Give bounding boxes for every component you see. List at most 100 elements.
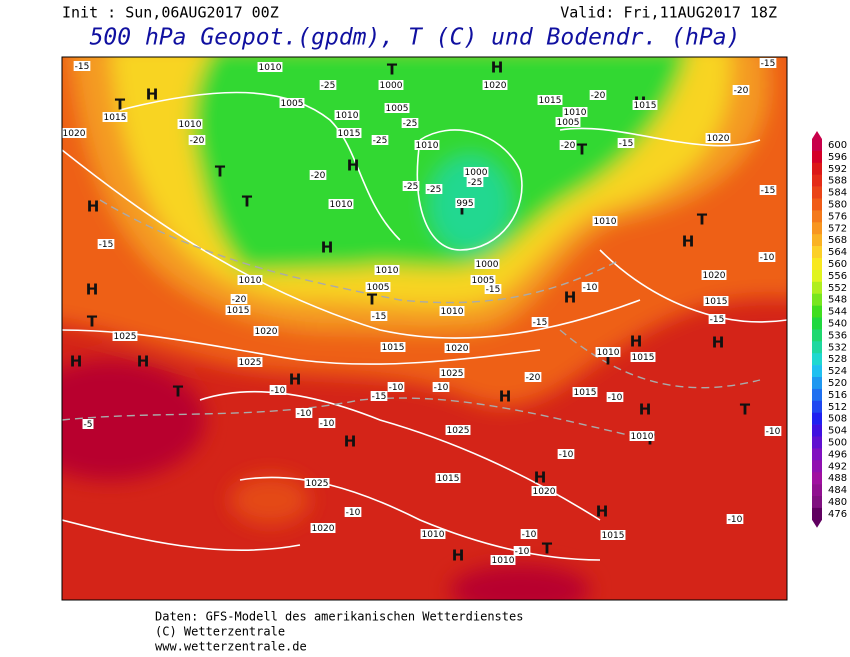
isotherm-label-box	[759, 58, 777, 68]
isotherm-label-box	[531, 317, 549, 327]
colorbar-label: 596	[828, 152, 847, 163]
isotherm-label-text: -15	[533, 318, 548, 328]
isobar-label-box	[537, 95, 563, 105]
colorbar-label: 524	[828, 366, 847, 377]
isobar-label: 1000	[463, 167, 489, 178]
isobar-label-box	[445, 425, 471, 435]
isotherm-label: -25	[401, 118, 419, 129]
isotherm-label-text: -10	[434, 383, 449, 393]
isotherm-label-box	[402, 181, 420, 191]
isotherm-label-text: -15	[75, 62, 90, 72]
isobar-label-text: 1010	[422, 530, 445, 540]
isobar-label: 1010	[562, 107, 588, 118]
isobar-label-text: 1000	[476, 260, 499, 270]
isobar-label-box	[705, 133, 731, 143]
isobar-label-box	[384, 103, 410, 113]
colorbar-swatch	[812, 460, 822, 473]
colorbar-label: 556	[828, 271, 847, 282]
isotherm-label-box	[524, 372, 542, 382]
isobar-label-text: 1015	[539, 96, 562, 106]
isobar-label-box	[470, 275, 496, 285]
map-title: 500 hPa Geopot.(gpdm), T (C) und Bodendr…	[90, 25, 741, 51]
isotherm-label-box	[732, 85, 750, 95]
pressure-center: T	[542, 540, 553, 558]
isotherm-label: -20	[559, 140, 577, 151]
isobar-label-text: 1025	[447, 426, 470, 436]
isotherm-label-box	[764, 426, 782, 436]
isotherm-label: -15	[531, 317, 549, 328]
pressure-center: H	[87, 198, 100, 216]
isotherm-label-box	[557, 449, 575, 459]
isotherm-label: -15	[759, 185, 777, 196]
valid-time: Valid: Fri,11AUG2017 18Z	[560, 4, 777, 22]
isobar-label-box	[102, 112, 128, 122]
isobar-label: 1005	[555, 117, 581, 128]
isotherm-label: -15	[484, 284, 502, 295]
isotherm-label: -10	[758, 252, 776, 263]
pressure-center: H	[491, 59, 504, 77]
isobar-label-text: 1020	[446, 344, 469, 354]
isobar-label: 1010	[237, 275, 263, 286]
isobar-label-text: 1005	[472, 276, 495, 286]
isotherm-label-text: -10	[522, 530, 537, 540]
isobar-label: 1010	[490, 555, 516, 566]
isobar-label-text: 1010	[330, 200, 353, 210]
isobar-label-text: 1010	[259, 63, 282, 73]
isobar-label: 1000	[474, 259, 500, 270]
isobar-label: 1010	[257, 62, 283, 73]
isotherm-label-box	[370, 311, 388, 321]
isobar-label-text: 1015	[338, 129, 361, 139]
colorbar-swatch	[812, 305, 822, 318]
isobar-label-box	[374, 265, 400, 275]
isobar-label: 1005	[279, 98, 305, 109]
colorbar-swatch	[812, 258, 822, 271]
isobar-label: 1010	[328, 199, 354, 210]
isotherm-label-box	[432, 382, 450, 392]
isobar-label-text: 1010	[376, 266, 399, 276]
pressure-center: H	[712, 334, 725, 352]
isotherm-label: -15	[73, 61, 91, 72]
isotherm-label-box	[309, 170, 327, 180]
colorbar-swatch	[812, 150, 822, 164]
isobar-label-box	[562, 107, 588, 117]
isotherm-label: -10	[318, 418, 336, 429]
isobar-label-text: 1005	[557, 118, 580, 128]
pressure-center: H	[534, 469, 547, 487]
isotherm-label-box	[344, 507, 362, 517]
isotherm-label: -10	[269, 385, 287, 396]
isobar-label: 1010	[334, 110, 360, 121]
isotherm-label-box	[559, 140, 577, 150]
colorbar-label: 516	[828, 390, 847, 401]
pressure-center: H	[137, 353, 150, 371]
isotherm-label: -15	[97, 239, 115, 250]
isobar-label-text: 1010	[441, 307, 464, 317]
pressure-center: H	[289, 371, 302, 389]
colorbar-label: 592	[828, 164, 847, 175]
isobar-label-text: 1000	[380, 81, 403, 91]
pressure-center: T	[115, 96, 126, 114]
colorbar-swatch	[812, 341, 822, 354]
isobar-label: 1015	[225, 305, 251, 316]
colorbar-label: 504	[828, 426, 847, 437]
isobar-label-text: 1015	[634, 101, 657, 111]
isobar-label: 1025	[304, 478, 330, 489]
colorbar-label: 536	[828, 330, 847, 341]
isotherm-label: -15	[370, 311, 388, 322]
isotherm-label-text: -10	[320, 419, 335, 429]
colorbar-label: 564	[828, 247, 847, 258]
pressure-center: T	[577, 141, 588, 159]
isobar-label-box	[237, 275, 263, 285]
isobar-label-text: 1010	[336, 111, 359, 121]
isobar-label-text: 1020	[312, 524, 335, 534]
isobar-label-text: 1025	[441, 369, 464, 379]
isotherm-label: -20	[188, 135, 206, 146]
isotherm-label-box	[269, 385, 287, 395]
isobar-label-box	[463, 167, 489, 177]
isotherm-label-box	[589, 90, 607, 100]
isobar-label-text: 1010	[564, 108, 587, 118]
isotherm-label-text: -15	[372, 392, 387, 402]
isobar-label-text: 1020	[255, 327, 278, 337]
isotherm-label-text: -20	[591, 91, 606, 101]
isobar-label-text: 1010	[631, 432, 654, 442]
colorbar-swatch	[812, 186, 822, 199]
